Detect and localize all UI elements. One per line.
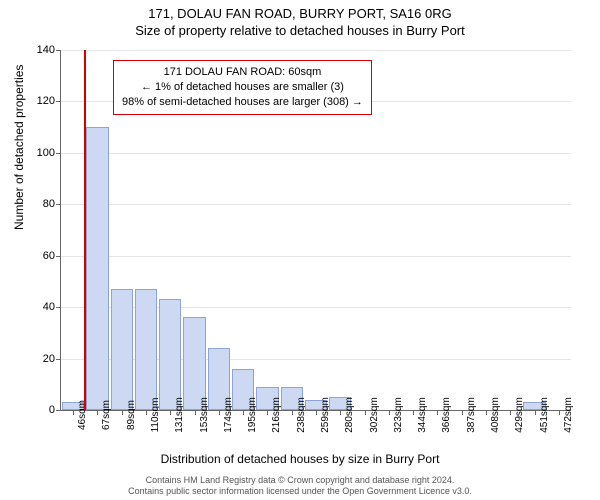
x-axis-label: Distribution of detached houses by size …: [0, 452, 600, 466]
title-address: 171, DOLAU FAN ROAD, BURRY PORT, SA16 0R…: [0, 6, 600, 21]
xtick-mark: [437, 410, 438, 415]
ytick-mark: [56, 410, 61, 411]
histogram-bar: [111, 289, 133, 410]
xtick-label: 344sqm: [417, 397, 428, 433]
ytick-label: 140: [25, 44, 55, 56]
footer-line-2: Contains public sector information licen…: [0, 486, 600, 497]
ytick-mark: [56, 153, 61, 154]
gridline: [61, 50, 571, 51]
xtick-mark: [195, 410, 196, 415]
ytick-mark: [56, 101, 61, 102]
ytick-mark: [56, 50, 61, 51]
xtick-label: 366sqm: [441, 397, 452, 433]
property-marker-line: [84, 50, 86, 410]
xtick-mark: [413, 410, 414, 415]
gridline: [61, 204, 571, 205]
ytick-label: 60: [25, 250, 55, 262]
footer-line-1: Contains HM Land Registry data © Crown c…: [0, 475, 600, 486]
xtick-mark: [316, 410, 317, 415]
xtick-mark: [462, 410, 463, 415]
histogram-bar: [135, 289, 157, 410]
xtick-mark: [219, 410, 220, 415]
gridline: [61, 153, 571, 154]
infobox-line: ← 1% of detached houses are smaller (3): [122, 80, 363, 95]
xtick-mark: [243, 410, 244, 415]
ytick-label: 20: [25, 353, 55, 365]
xtick-mark: [389, 410, 390, 415]
ytick-mark: [56, 359, 61, 360]
xtick-mark: [122, 410, 123, 415]
chart-area: 02040608010012014046sqm67sqm89sqm110sqm1…: [60, 50, 570, 410]
footer-attribution: Contains HM Land Registry data © Crown c…: [0, 475, 600, 498]
xtick-mark: [486, 410, 487, 415]
ytick-label: 40: [25, 301, 55, 313]
xtick-mark: [292, 410, 293, 415]
xtick-label: 451sqm: [539, 397, 550, 433]
xtick-label: 323sqm: [393, 397, 404, 433]
ytick-mark: [56, 307, 61, 308]
xtick-label: 280sqm: [344, 397, 355, 433]
chart-title-block: 171, DOLAU FAN ROAD, BURRY PORT, SA16 0R…: [0, 0, 600, 38]
ytick-mark: [56, 204, 61, 205]
plot-region: 02040608010012014046sqm67sqm89sqm110sqm1…: [60, 50, 571, 411]
xtick-label: 408sqm: [490, 397, 501, 433]
histogram-bar: [86, 127, 108, 410]
xtick-mark: [73, 410, 74, 415]
xtick-mark: [559, 410, 560, 415]
xtick-mark: [170, 410, 171, 415]
xtick-mark: [146, 410, 147, 415]
xtick-label: 472sqm: [563, 397, 574, 433]
xtick-mark: [365, 410, 366, 415]
ytick-label: 100: [25, 147, 55, 159]
ytick-label: 80: [25, 198, 55, 210]
xtick-mark: [535, 410, 536, 415]
xtick-mark: [267, 410, 268, 415]
gridline: [61, 256, 571, 257]
property-info-box: 171 DOLAU FAN ROAD: 60sqm← 1% of detache…: [113, 60, 372, 115]
histogram-bar: [183, 317, 205, 410]
infobox-line: 98% of semi-detached houses are larger (…: [122, 95, 363, 110]
ytick-mark: [56, 256, 61, 257]
histogram-bar: [159, 299, 181, 410]
xtick-label: 387sqm: [466, 397, 477, 433]
ytick-label: 120: [25, 95, 55, 107]
y-axis-label: Number of detached properties: [12, 65, 26, 230]
xtick-label: 302sqm: [369, 397, 380, 433]
ytick-label: 0: [25, 404, 55, 416]
xtick-mark: [510, 410, 511, 415]
xtick-mark: [97, 410, 98, 415]
infobox-line: 171 DOLAU FAN ROAD: 60sqm: [122, 65, 363, 80]
title-subtitle: Size of property relative to detached ho…: [0, 23, 600, 38]
xtick-mark: [340, 410, 341, 415]
